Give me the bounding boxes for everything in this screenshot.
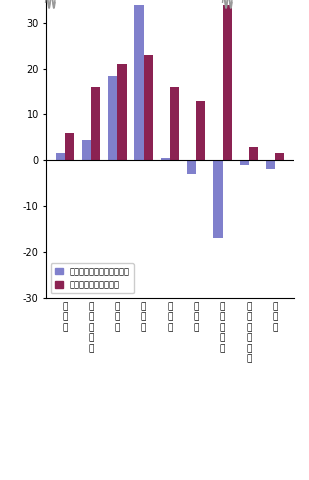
Bar [187, 160, 196, 174]
Bar [249, 146, 258, 160]
Bar [161, 158, 170, 160]
Bar [56, 154, 65, 160]
Legend: 前月比（季節調整済指数）, 前年同月比（原指数）: 前月比（季節調整済指数）, 前年同月比（原指数） [50, 263, 134, 293]
Bar [170, 87, 179, 160]
Bar [213, 160, 222, 238]
Bar [65, 133, 74, 160]
Text: 資
本
財: 資 本 財 [141, 302, 146, 332]
Text: 最
終
需
要
財: 最 終 需 要 財 [88, 302, 94, 353]
Text: 非
耐
久
消
費
財: 非 耐 久 消 費 財 [246, 302, 252, 363]
Text: 耐
久
消
費
財: 耐 久 消 費 財 [220, 302, 225, 353]
Bar [196, 101, 205, 160]
Bar [222, 0, 232, 267]
Bar [275, 154, 284, 160]
Bar [82, 140, 91, 160]
Bar [91, 87, 100, 160]
Text: 生
産
財: 生 産 財 [273, 302, 278, 332]
Bar [266, 160, 275, 169]
Bar [222, 5, 232, 160]
Bar [144, 55, 153, 160]
Bar [134, 5, 144, 160]
Text: 消
費
財: 消 費 財 [193, 302, 199, 332]
Text: 投
資
財: 投 資 財 [115, 302, 120, 332]
Bar [240, 160, 249, 165]
Text: 鉱
工
業: 鉱 工 業 [62, 302, 67, 332]
Text: 建
設
財: 建 設 財 [167, 302, 173, 332]
Bar [117, 64, 127, 160]
Bar [108, 75, 117, 160]
